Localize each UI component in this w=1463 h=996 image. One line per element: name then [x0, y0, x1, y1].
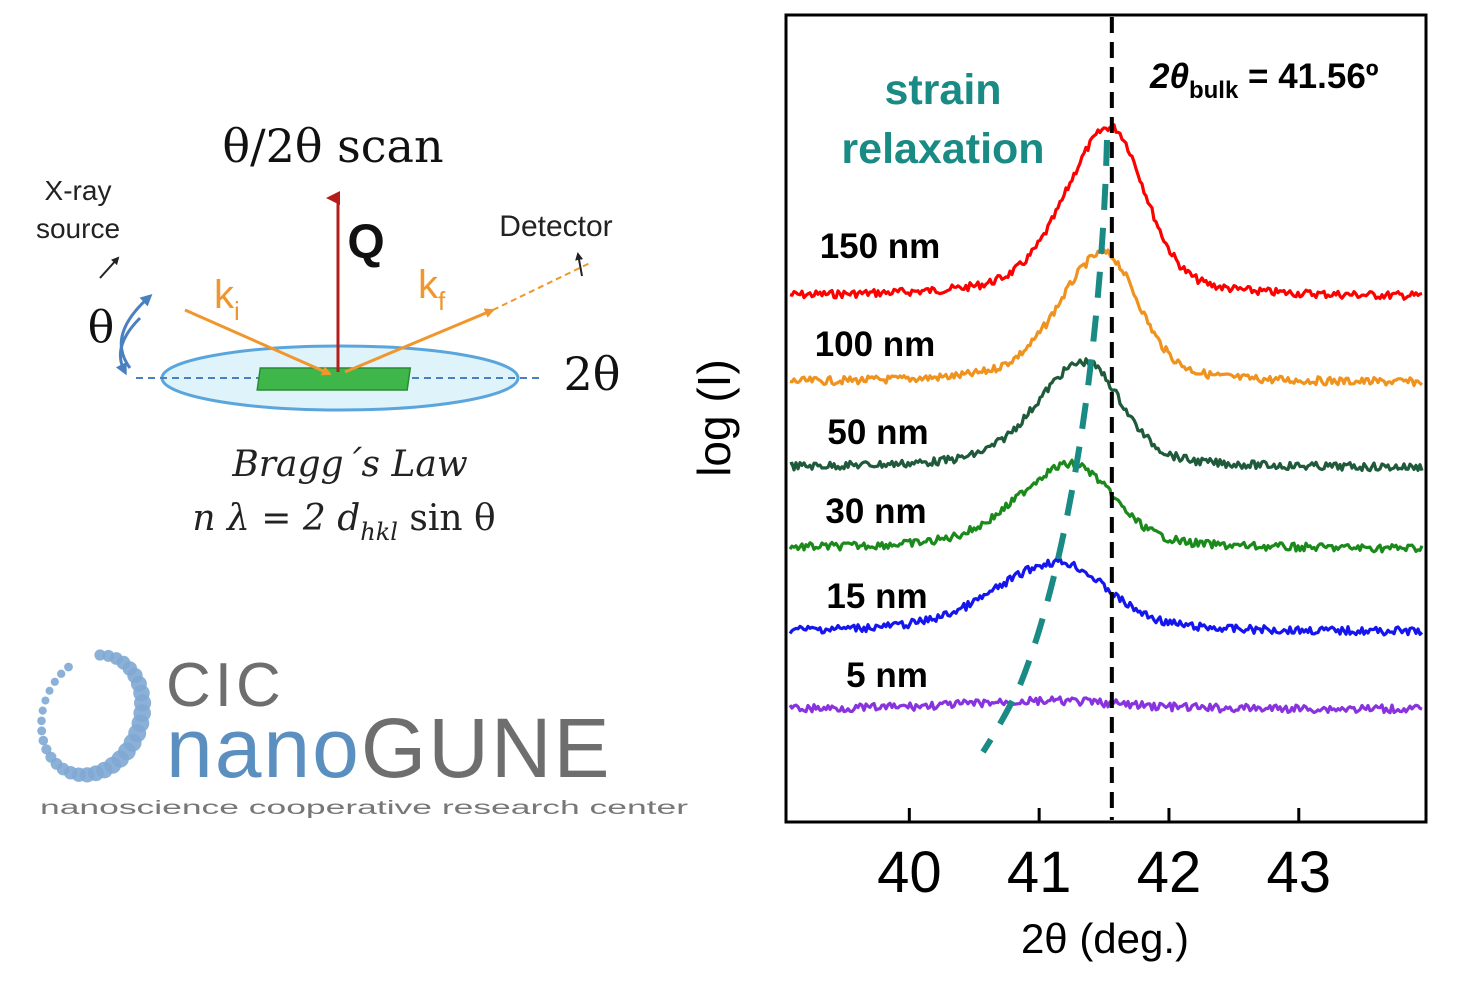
x-tick-label-40: 40: [877, 840, 942, 905]
detector-dashed-path: [492, 261, 593, 311]
ki-label: ki: [214, 273, 240, 326]
logo-dot: [41, 696, 50, 705]
plot-frame: [784, 13, 1428, 824]
x-tick-label-41: 41: [1007, 840, 1072, 905]
logo-dot: [41, 744, 52, 755]
logo-tagline: nanoscience cooperative research center: [40, 798, 689, 819]
sample-film: [256, 367, 412, 391]
x-axis-tick-labels: 40 41 42 43: [877, 840, 1331, 905]
logo-dot: [45, 751, 57, 763]
source-label-line2: source: [36, 213, 120, 244]
series-label-30-nm: 30 nm: [825, 492, 926, 531]
cic-nanogune-logo: CIC nanoGUNE nanoscience cooperative res…: [37, 649, 689, 819]
x-tick-label-42: 42: [1137, 840, 1202, 905]
logo-dot: [38, 735, 49, 746]
theta-arc-arrow: [119, 293, 153, 369]
kf-label: kf: [418, 263, 446, 316]
source-label-line1: X-ray: [45, 175, 112, 206]
two-theta-label: 2θ: [564, 347, 621, 401]
detector-label: Detector: [499, 210, 612, 243]
logo-word-cic: CIC: [166, 651, 285, 720]
series-label-150-nm: 150 nm: [820, 227, 941, 266]
series-label-5-nm: 5 nm: [846, 656, 928, 695]
series-line-5-nm: [788, 695, 1423, 715]
q-label: Q: [347, 216, 384, 269]
diffraction-diagram: θ/2θ scan X-ray source Detector Q ki kf …: [36, 119, 621, 546]
annotation-line1: strain: [884, 66, 1001, 114]
series-label-15-nm: 15 nm: [826, 577, 927, 616]
series-line-100-nm: [789, 248, 1424, 388]
x-tick-label-43: 43: [1267, 840, 1332, 905]
xrd-chart: 40 41 42 43 150 nm 100 nm 50 nm 30 nm 15 nm 5 nm…: [688, 13, 1428, 962]
x-axis-label: 2θ (deg.): [1021, 915, 1189, 962]
incident-beam: [184, 308, 332, 376]
logo-word-nanogune: nanoGUNE: [166, 701, 612, 795]
series-label-100-nm: 100 nm: [815, 325, 936, 364]
annotation-line2: relaxation: [841, 125, 1044, 173]
reference-label: 2θbulk = 41.56º: [1149, 57, 1379, 104]
logo-dot: [38, 706, 47, 715]
series-line-15-nm: [788, 556, 1424, 637]
logo-dot-ring: [37, 649, 152, 783]
logo-dot: [37, 716, 46, 726]
logo-dot: [50, 677, 59, 686]
theta-arc-arrow-start: [115, 316, 142, 376]
bragg-law-equation: n λ = 2 dhkl sin θ: [192, 498, 495, 546]
logo-dot: [45, 686, 54, 695]
series-line-30-nm: [788, 458, 1424, 554]
series-labels: 150 nm 100 nm 50 nm 30 nm 15 nm 5 nm: [815, 227, 941, 695]
source-pointer-arrow: [99, 256, 120, 279]
series-label-50-nm: 50 nm: [827, 413, 928, 452]
logo-dot: [37, 726, 47, 736]
series-group: [788, 123, 1424, 715]
series-line-150-nm: [789, 123, 1423, 301]
bragg-law-title: Bragg´s Law: [231, 444, 468, 485]
diffracted-beam: [344, 308, 495, 374]
scan-title: θ/2θ scan: [222, 119, 443, 173]
logo-dot: [57, 669, 66, 678]
series-line-50-nm: [789, 357, 1424, 473]
detector-pointer-arrow: [575, 252, 584, 277]
logo-dot: [64, 662, 73, 672]
theta-label: θ: [88, 302, 115, 353]
x-axis-ticks: [907, 808, 1301, 822]
y-axis-label: log (I): [688, 359, 740, 477]
strain-relaxation-curve: [980, 139, 1110, 754]
